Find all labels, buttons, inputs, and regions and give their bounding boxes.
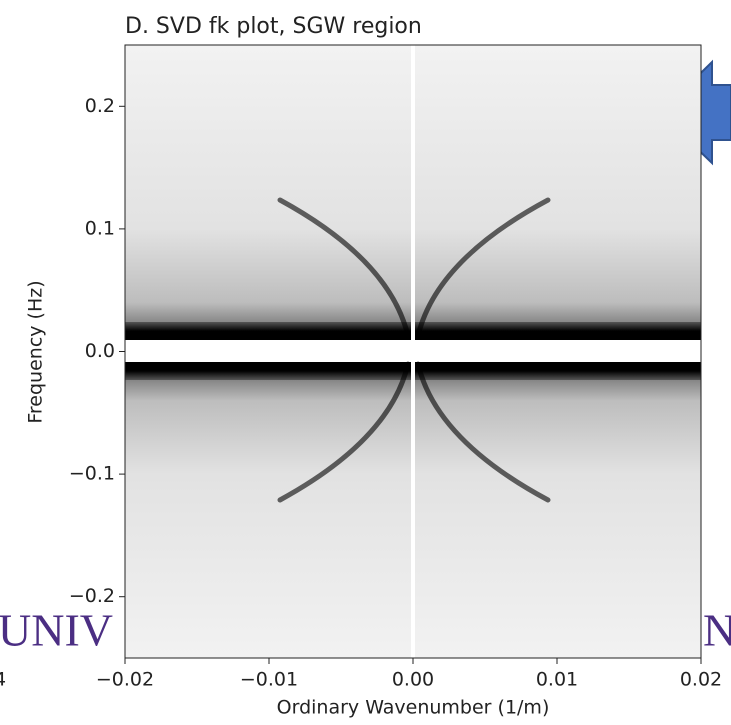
x-axis-label: Ordinary Wavenumber (1/m)	[277, 697, 550, 719]
x-tick-label: −0.02	[96, 669, 154, 691]
slide-text: 4	[0, 669, 6, 691]
heatmap	[125, 45, 701, 658]
x-tick-label: 0.02	[680, 669, 722, 691]
y-tick-label: −0.2	[69, 585, 115, 607]
x-tick-label: 0.01	[536, 669, 578, 691]
y-tick-label: 0.1	[85, 217, 115, 239]
y-tick-label: −0.1	[69, 463, 115, 485]
y-tick-label: 0.2	[85, 95, 115, 117]
x-tick-label: 0.00	[392, 669, 434, 691]
slide-text: N	[703, 605, 731, 656]
y-axis-label: Frequency (Hz)	[25, 280, 47, 423]
chart-title: D. SVD fk plot, SGW region	[125, 14, 422, 39]
slide-text: UNIV	[0, 605, 113, 656]
y-tick-label: 0.0	[85, 340, 115, 362]
x-tick-label: −0.01	[240, 669, 298, 691]
